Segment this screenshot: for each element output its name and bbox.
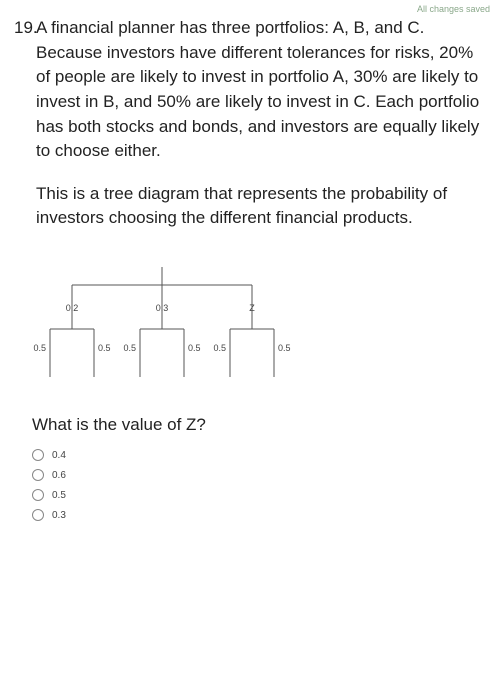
option-label: 0.4	[52, 450, 66, 461]
radio-icon[interactable]	[32, 469, 44, 481]
svg-text:0.5: 0.5	[98, 343, 111, 353]
option-label: 0.3	[52, 510, 66, 521]
option-label: 0.6	[52, 470, 66, 481]
svg-text:0.5: 0.5	[278, 343, 291, 353]
option-label: 0.5	[52, 490, 66, 501]
svg-text:0.5: 0.5	[123, 343, 136, 353]
radio-icon[interactable]	[32, 509, 44, 521]
option-3[interactable]: 0.3	[32, 509, 486, 521]
option-0[interactable]: 0.4	[32, 449, 486, 461]
svg-text:0.2: 0.2	[66, 303, 79, 313]
sub-question: What is the value of Z?	[32, 415, 486, 435]
status-bar: All changes saved	[0, 0, 500, 16]
option-1[interactable]: 0.6	[32, 469, 486, 481]
svg-text:0.3: 0.3	[156, 303, 169, 313]
options-list: 0.4 0.6 0.5 0.3	[32, 449, 486, 521]
svg-text:Z: Z	[249, 303, 255, 313]
question-text: A financial planner has three portfolios…	[36, 16, 486, 249]
option-2[interactable]: 0.5	[32, 489, 486, 501]
svg-text:0.5: 0.5	[188, 343, 201, 353]
paragraph-2: This is a tree diagram that represents t…	[36, 182, 486, 231]
tree-svg: 0.2 0.5 0.5 0.3 0.5 0.5 Z 0.5 0.5	[32, 257, 292, 397]
paragraph-1: A financial planner has three portfolios…	[36, 16, 486, 164]
radio-icon[interactable]	[32, 449, 44, 461]
question-content: 19. A financial planner has three portfo…	[0, 16, 500, 521]
svg-text:0.5: 0.5	[213, 343, 226, 353]
tree-diagram: 0.2 0.5 0.5 0.3 0.5 0.5 Z 0.5 0.5	[32, 257, 486, 397]
svg-text:0.5: 0.5	[33, 343, 46, 353]
radio-icon[interactable]	[32, 489, 44, 501]
question-number: 19.	[14, 16, 36, 41]
